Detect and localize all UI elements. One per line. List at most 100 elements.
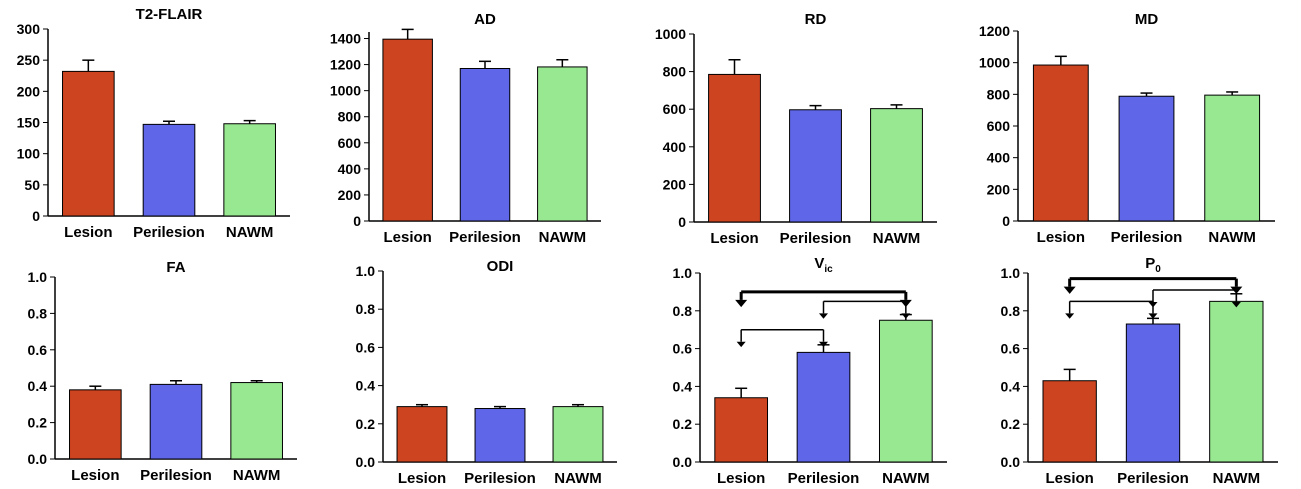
y-tick-label: 1.0 — [28, 269, 48, 285]
x-tick-label-perilesion: Perilesion — [464, 470, 536, 484]
chart-title: AD — [474, 11, 496, 28]
x-tick-label-lesion: Lesion — [64, 224, 112, 241]
x-tick-label-nawm: NAWM — [1213, 470, 1261, 484]
y-tick-label: 400 — [987, 150, 1011, 166]
x-tick-label-lesion: Lesion — [710, 230, 758, 247]
bar-nawm — [552, 406, 604, 463]
y-tick-label: 0 — [1002, 213, 1010, 229]
bar-lesion — [62, 70, 115, 217]
significance-arrowhead — [1148, 313, 1158, 319]
significance-arrowhead — [819, 313, 828, 319]
x-tick-label-perilesion: Perilesion — [788, 470, 860, 484]
chart-title: P0 — [1145, 255, 1161, 275]
chart-panel-5: FA 0.0 0.2 0.4 0.6 0.8 1.0 Lesion Perilesion NAWM — [28, 259, 297, 484]
y-tick-label: 1.0 — [673, 265, 693, 281]
bar-nawm — [878, 319, 933, 463]
x-tick-label-perilesion: Perilesion — [1111, 229, 1183, 246]
y-tick-label: 1000 — [655, 26, 686, 42]
significance-arrowhead — [1231, 302, 1241, 308]
y-tick-label: 1200 — [330, 57, 361, 73]
x-tick-label-perilesion: Perilesion — [780, 230, 852, 247]
significance-arrowhead — [736, 341, 746, 348]
y-tick-label: 200 — [663, 176, 687, 192]
x-tick-label-nawm: NAWM — [873, 230, 921, 247]
bar-nawm — [870, 108, 923, 223]
x-tick-label-nawm: NAWM — [554, 470, 602, 484]
bar-lesion — [69, 389, 122, 460]
bar-lesion — [1042, 380, 1097, 463]
chart-title: FA — [166, 259, 185, 276]
y-tick-label: 400 — [338, 161, 362, 177]
bar-perilesion — [474, 408, 526, 463]
y-tick-label: 250 — [17, 52, 41, 68]
y-tick-label: 1000 — [330, 83, 361, 99]
significance-arrowhead — [1063, 286, 1076, 294]
x-tick-label-nawm: NAWM — [882, 470, 930, 484]
x-tick-label-perilesion: Perilesion — [140, 467, 212, 484]
bar-nawm — [230, 382, 283, 460]
y-tick-label: 0.2 — [28, 415, 48, 431]
y-tick-label: 200 — [338, 187, 362, 203]
y-tick-label: 150 — [17, 115, 41, 131]
chart-panel-4: MD 0 200 400 600 800 1000 1200 Lesion Perilesion N… — [979, 11, 1275, 246]
significance-arrowhead — [901, 313, 911, 319]
y-tick-label: 200 — [17, 83, 41, 99]
y-tick-label: 0.6 — [673, 341, 693, 357]
x-tick-label-lesion: Lesion — [71, 467, 119, 484]
chart-title: Vic — [814, 255, 833, 275]
y-tick-label: 1.0 — [1001, 265, 1021, 281]
chart-panel-2: AD 0 200 400 600 800 1000 1200 1400 Lesion Periles… — [330, 11, 601, 246]
bar-perilesion — [1118, 95, 1175, 222]
x-tick-label-lesion: Lesion — [717, 470, 765, 484]
y-tick-label: 0.4 — [673, 378, 693, 394]
bar-nawm — [1204, 94, 1261, 222]
x-tick-label-nawm: NAWM — [539, 229, 587, 246]
x-tick-label-perilesion: Perilesion — [449, 229, 521, 246]
bar-lesion — [396, 406, 448, 463]
y-tick-label: 0.8 — [673, 303, 693, 319]
y-tick-label: 1400 — [330, 31, 361, 47]
y-tick-label: 300 — [17, 21, 41, 37]
y-tick-label: 0.0 — [28, 451, 48, 467]
bar-nawm — [537, 66, 588, 222]
chart-panel-6: ODI 0.0 0.2 0.4 0.6 0.8 1.0 Lesion Perilesion NAW… — [356, 258, 617, 487]
x-tick-label-perilesion: Perilesion — [1117, 470, 1189, 484]
y-tick-label: 400 — [663, 139, 687, 155]
y-tick-label: 0 — [678, 214, 686, 230]
y-tick-label: 0.8 — [1001, 303, 1021, 319]
significance-arrowhead — [735, 299, 748, 308]
y-tick-label: 0.4 — [28, 378, 48, 394]
y-tick-label: 1000 — [979, 55, 1010, 71]
significance-arrowhead — [819, 341, 828, 348]
chart-panel-3: RD 0 200 400 600 800 1000 Lesion Perilesion NAWM — [655, 11, 937, 247]
bar-lesion — [708, 73, 761, 223]
y-tick-label: 0.6 — [28, 342, 48, 358]
y-tick-label: 0 — [353, 213, 361, 229]
y-tick-label: 50 — [24, 177, 40, 193]
y-tick-label: 600 — [338, 135, 362, 151]
y-tick-label: 0.6 — [1001, 341, 1021, 357]
x-tick-label-lesion: Lesion — [1045, 470, 1093, 484]
bar-perilesion — [1125, 323, 1181, 463]
chart-title: RD — [805, 11, 827, 28]
y-tick-label: 100 — [17, 146, 41, 162]
significance-arrowhead — [1148, 302, 1158, 308]
bar-perilesion — [142, 123, 196, 217]
chart-panel-8: P0 0.0 0.2 0.4 0.6 0.8 1.0 Lesion Perilesion NAWM — [1001, 255, 1278, 487]
bar-perilesion — [149, 383, 203, 460]
y-tick-label: 200 — [987, 181, 1011, 197]
bar-perilesion — [459, 67, 511, 222]
y-tick-label: 800 — [663, 64, 687, 80]
y-tick-label: 0.0 — [673, 454, 693, 470]
y-tick-label: 0.2 — [1001, 416, 1021, 432]
x-tick-label-perilesion: Perilesion — [133, 224, 205, 241]
bar-perilesion — [789, 109, 842, 223]
significance-arrowhead — [1065, 313, 1075, 319]
y-tick-label: 1.0 — [356, 263, 376, 279]
y-tick-label: 0.8 — [356, 301, 376, 317]
chart-panel-1: T2-FLAIR 0 50 100 150 200 250 300 Lesion Perilesi… — [17, 6, 290, 241]
y-tick-label: 600 — [663, 101, 687, 117]
y-tick-label: 600 — [987, 118, 1011, 134]
